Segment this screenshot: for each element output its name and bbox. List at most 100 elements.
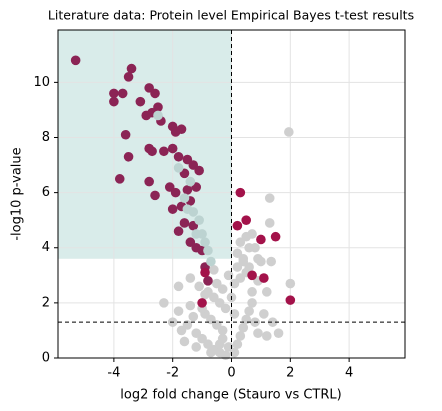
point (285, 295, 296, 305)
point (191, 229, 202, 239)
point (214, 339, 225, 350)
point (259, 309, 269, 319)
point (229, 309, 240, 319)
point (176, 124, 187, 135)
point (135, 96, 146, 107)
point (270, 231, 281, 242)
x-axis-label: log2 fold change (Stauro vs CTRL) (120, 388, 341, 403)
point (179, 336, 190, 347)
y-tick-label: 4 (42, 240, 50, 255)
point (244, 306, 254, 316)
point (247, 287, 257, 297)
point (223, 270, 234, 281)
point (167, 143, 178, 154)
point (109, 96, 119, 107)
point (144, 176, 154, 187)
point (153, 110, 163, 121)
point (266, 256, 276, 267)
point (173, 151, 184, 162)
point (241, 314, 252, 325)
point (167, 204, 178, 214)
y-tick-label: 6 (42, 185, 50, 200)
point (194, 215, 204, 225)
point (264, 218, 275, 228)
point (173, 163, 184, 173)
point (211, 278, 222, 289)
point (185, 273, 196, 283)
point (126, 63, 137, 74)
x-tick-label: 2 (286, 366, 294, 381)
point (147, 146, 157, 157)
point (185, 176, 196, 187)
point (206, 347, 216, 358)
y-tick-label: 2 (42, 295, 50, 310)
point (247, 270, 257, 281)
point (194, 281, 204, 292)
point (264, 193, 275, 203)
point (150, 88, 160, 99)
x-tick-label: 0 (227, 366, 235, 381)
point (267, 317, 278, 327)
point (238, 322, 249, 333)
point (114, 174, 125, 184)
point (159, 298, 169, 308)
point (261, 331, 272, 341)
point (250, 242, 260, 253)
point (235, 187, 246, 198)
point (285, 278, 296, 289)
point (173, 281, 184, 292)
point (206, 256, 216, 267)
y-axis-label: -log10 p-value (10, 147, 25, 240)
point (200, 289, 210, 300)
point (232, 220, 243, 231)
point (238, 253, 249, 264)
point (200, 237, 210, 248)
chart-title: Literature data: Protein level Empirical… (48, 8, 414, 23)
x-tick-label: -2 (166, 366, 179, 381)
point (197, 298, 207, 308)
point (117, 88, 128, 99)
point (232, 339, 243, 350)
plot-frame (57, 29, 406, 359)
point (123, 72, 134, 82)
point (159, 146, 169, 157)
point (247, 298, 257, 308)
point (150, 190, 160, 201)
point (273, 328, 284, 338)
point (170, 187, 181, 198)
y-tick-label: 10 (33, 75, 50, 90)
point (261, 287, 272, 297)
point (182, 185, 193, 195)
point (209, 264, 219, 275)
point (179, 193, 190, 203)
point (141, 110, 152, 121)
point (203, 245, 213, 256)
point (256, 256, 266, 267)
point (123, 151, 134, 162)
point (256, 234, 266, 245)
shaded-region (58, 30, 232, 259)
point (179, 218, 190, 228)
point (188, 311, 199, 322)
point (229, 347, 240, 358)
point (109, 88, 119, 99)
point (284, 127, 294, 137)
point (173, 226, 184, 237)
point (247, 229, 257, 239)
y-tick-label: 0 (42, 351, 50, 366)
point (200, 267, 210, 278)
point (191, 328, 202, 338)
point (235, 331, 246, 341)
point (191, 342, 202, 352)
point (173, 306, 184, 316)
point (188, 160, 199, 170)
point (70, 55, 81, 66)
point (259, 273, 269, 283)
point (241, 215, 252, 225)
x-tick-label: -4 (107, 366, 120, 381)
point (203, 276, 213, 286)
point (188, 207, 199, 217)
point (176, 325, 187, 336)
point (120, 129, 131, 140)
point (253, 328, 263, 338)
